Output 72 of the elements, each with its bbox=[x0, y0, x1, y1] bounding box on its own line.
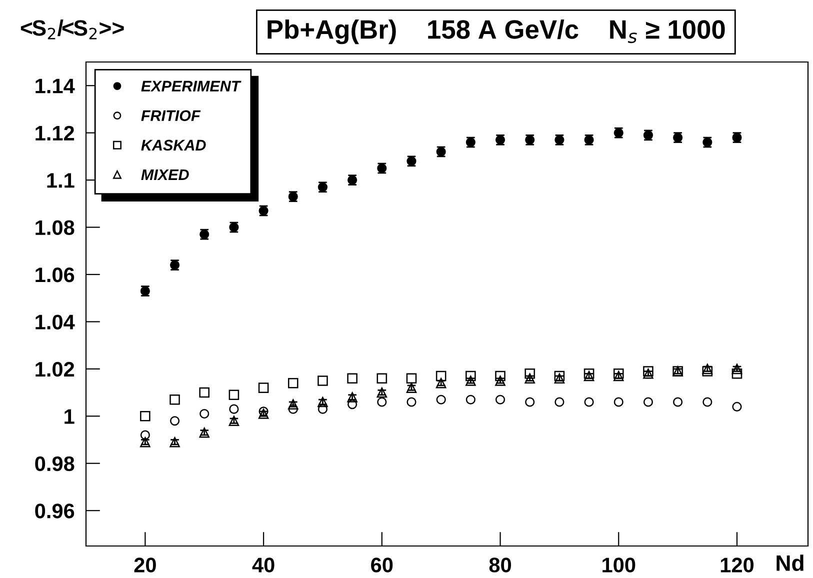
y-tick-label: 1.1 bbox=[47, 173, 74, 188]
point bbox=[466, 394, 476, 404]
point bbox=[288, 378, 298, 388]
point bbox=[140, 411, 150, 422]
point bbox=[200, 408, 210, 419]
y-tick-label: 0.96 bbox=[35, 504, 74, 518]
point bbox=[170, 416, 180, 426]
point bbox=[347, 373, 358, 384]
point bbox=[614, 397, 624, 407]
point bbox=[436, 370, 446, 382]
point bbox=[673, 397, 683, 407]
point bbox=[554, 373, 565, 384]
y-tick-label: 1.02 bbox=[36, 362, 74, 377]
x-axis-title: Nd bbox=[776, 554, 804, 571]
y-tick-label: 1 bbox=[64, 409, 74, 424]
point bbox=[584, 397, 594, 407]
point bbox=[436, 378, 446, 388]
chart-title: Pb+Ag(Br) 158 A GeV/c N$_{s}$ ≥ 1000 bbox=[268, 19, 725, 44]
point bbox=[318, 404, 328, 414]
point bbox=[258, 406, 268, 416]
x-tick-label: 40 bbox=[252, 558, 274, 572]
point bbox=[288, 404, 298, 414]
point bbox=[406, 397, 416, 407]
point bbox=[228, 390, 240, 400]
point bbox=[554, 370, 565, 382]
point bbox=[436, 394, 446, 404]
point bbox=[228, 416, 240, 426]
y-tick-label: 1.12 bbox=[36, 126, 74, 140]
point bbox=[348, 400, 358, 410]
point bbox=[377, 397, 387, 407]
legend-label: MIXED bbox=[141, 169, 189, 180]
point bbox=[584, 368, 594, 379]
point bbox=[318, 376, 328, 386]
point bbox=[613, 368, 624, 379]
point bbox=[140, 436, 150, 448]
x-tick-label: 120 bbox=[720, 558, 754, 572]
point bbox=[732, 368, 742, 379]
point bbox=[170, 394, 180, 405]
point bbox=[199, 387, 210, 398]
x-tick-label: 100 bbox=[602, 558, 636, 572]
y-tick-label: 1.14 bbox=[36, 78, 75, 94]
point bbox=[643, 366, 654, 376]
point bbox=[376, 373, 388, 384]
point bbox=[170, 436, 180, 448]
point bbox=[140, 430, 150, 440]
point bbox=[702, 366, 713, 376]
point bbox=[406, 373, 417, 384]
x-tick-label: 60 bbox=[371, 558, 393, 572]
point bbox=[554, 397, 564, 407]
x-tick-label: 20 bbox=[134, 558, 156, 572]
point bbox=[524, 373, 535, 384]
y-axis-title: <S$_{2}$/<S$_{2}$>> bbox=[20, 20, 124, 40]
y-tick-label: 0.98 bbox=[35, 456, 74, 472]
x-tick-label: 80 bbox=[489, 558, 511, 572]
legend-label: EXPERIMENT bbox=[141, 80, 242, 92]
point bbox=[525, 397, 535, 407]
legend-label: FRITIOF bbox=[141, 110, 201, 122]
y-tick-label: 1.04 bbox=[36, 314, 75, 330]
y-tick-label: 1.08 bbox=[36, 220, 74, 236]
point bbox=[732, 364, 742, 374]
legend-label: KASKAD bbox=[141, 140, 206, 151]
point bbox=[495, 394, 506, 404]
point bbox=[229, 404, 239, 414]
point bbox=[732, 402, 742, 412]
point bbox=[702, 397, 712, 407]
y-tick-label: 1.06 bbox=[36, 267, 74, 282]
point bbox=[524, 368, 535, 379]
point bbox=[258, 382, 269, 393]
point bbox=[643, 397, 654, 407]
point bbox=[495, 370, 506, 382]
point bbox=[466, 370, 476, 382]
point bbox=[702, 364, 713, 374]
